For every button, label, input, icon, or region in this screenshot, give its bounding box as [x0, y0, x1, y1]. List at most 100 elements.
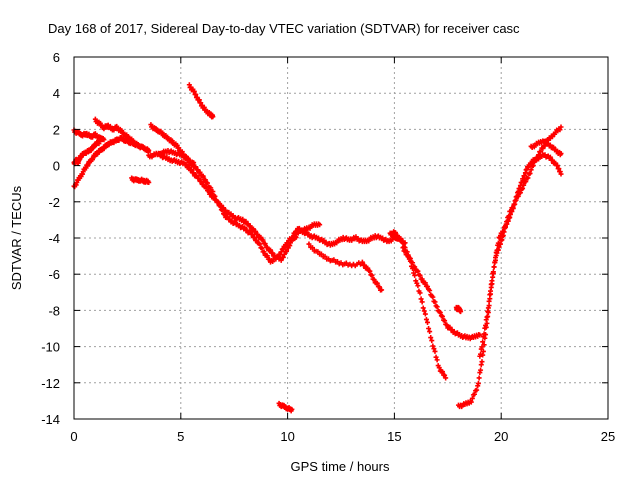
data-point — [407, 256, 413, 262]
x-tick-label: 25 — [601, 429, 615, 444]
data-point — [405, 252, 411, 258]
data-point — [476, 375, 482, 381]
data-point — [317, 222, 323, 228]
data-point — [434, 357, 440, 363]
data-point — [395, 233, 401, 239]
data-point — [480, 339, 486, 345]
data-point — [478, 367, 484, 373]
data-point — [197, 169, 203, 175]
data-point — [549, 157, 555, 163]
data-point — [432, 299, 438, 305]
data-point — [477, 332, 483, 338]
data-point — [293, 234, 299, 240]
data-point — [359, 259, 365, 265]
data-point — [215, 199, 221, 205]
data-point — [472, 391, 477, 397]
data-point — [525, 175, 531, 181]
data-point — [191, 170, 197, 176]
data-point — [284, 248, 290, 254]
data-point — [247, 223, 253, 229]
data-point — [489, 278, 495, 284]
data-point — [431, 346, 437, 352]
data-point — [479, 359, 485, 365]
data-point — [367, 268, 373, 274]
y-tick-label: -10 — [41, 340, 60, 355]
data-point — [425, 284, 431, 290]
data-point — [419, 276, 425, 282]
y-tick-label: -8 — [48, 303, 60, 318]
data-point — [187, 158, 193, 164]
data-point — [557, 127, 563, 133]
data-point — [210, 114, 216, 120]
data-point — [485, 305, 491, 311]
data-point — [412, 272, 418, 278]
data-point — [481, 331, 487, 337]
y-axis-label: SDTVAR / TECUs — [9, 185, 24, 290]
data-point — [410, 260, 416, 266]
data-point — [260, 237, 266, 243]
y-tick-label: -2 — [48, 195, 60, 210]
grid-lines — [74, 57, 608, 419]
data-point — [281, 251, 287, 257]
data-point — [423, 316, 429, 322]
data-point — [429, 338, 435, 344]
x-axis-label: GPS time / hours — [291, 459, 390, 474]
data-point — [478, 351, 484, 357]
data-point — [146, 148, 152, 154]
data-point — [415, 268, 421, 274]
data-point — [417, 290, 423, 296]
data-point — [97, 138, 103, 144]
y-tick-label: -12 — [41, 376, 60, 391]
data-point — [488, 288, 494, 294]
data-point — [415, 283, 421, 289]
data-point — [491, 264, 497, 270]
data-point — [425, 319, 431, 325]
data-point — [374, 280, 380, 286]
data-point — [558, 171, 564, 177]
x-tick-label: 20 — [494, 429, 508, 444]
data-point — [430, 343, 436, 349]
data-point — [206, 188, 212, 194]
x-tick-label: 15 — [387, 429, 401, 444]
data-point — [439, 313, 445, 319]
data-point — [264, 253, 270, 259]
x-tick-label: 5 — [177, 429, 184, 444]
data-point — [558, 151, 564, 157]
data-point — [558, 124, 564, 130]
data-point — [430, 294, 436, 300]
data-point — [439, 369, 445, 375]
data-point — [418, 296, 424, 302]
data-point — [527, 170, 533, 176]
data-points — [71, 82, 564, 414]
data-point — [310, 245, 316, 251]
data-point — [474, 387, 480, 393]
x-tick-label: 0 — [70, 429, 77, 444]
data-point — [444, 322, 450, 328]
data-point — [400, 245, 406, 251]
data-point — [257, 241, 263, 247]
data-point — [146, 179, 152, 185]
series-arc-15 — [453, 304, 464, 315]
data-point — [208, 185, 214, 191]
data-point — [188, 167, 194, 173]
data-point — [278, 257, 284, 263]
data-point — [139, 145, 145, 150]
data-point — [392, 230, 398, 236]
data-point — [253, 228, 259, 234]
y-tick-label: 2 — [53, 122, 60, 137]
y-tick-label: -14 — [41, 412, 60, 427]
data-point — [255, 231, 261, 237]
series-arc-13 — [387, 229, 449, 381]
data-point — [422, 280, 428, 286]
data-point — [196, 175, 202, 181]
data-point — [419, 299, 425, 305]
data-point — [400, 240, 406, 246]
series-arc-12 — [276, 400, 295, 414]
data-point — [289, 406, 295, 412]
series-arc-5 — [129, 175, 152, 185]
data-point — [432, 348, 438, 354]
data-point — [468, 399, 474, 405]
series-arc-4 — [92, 116, 145, 151]
